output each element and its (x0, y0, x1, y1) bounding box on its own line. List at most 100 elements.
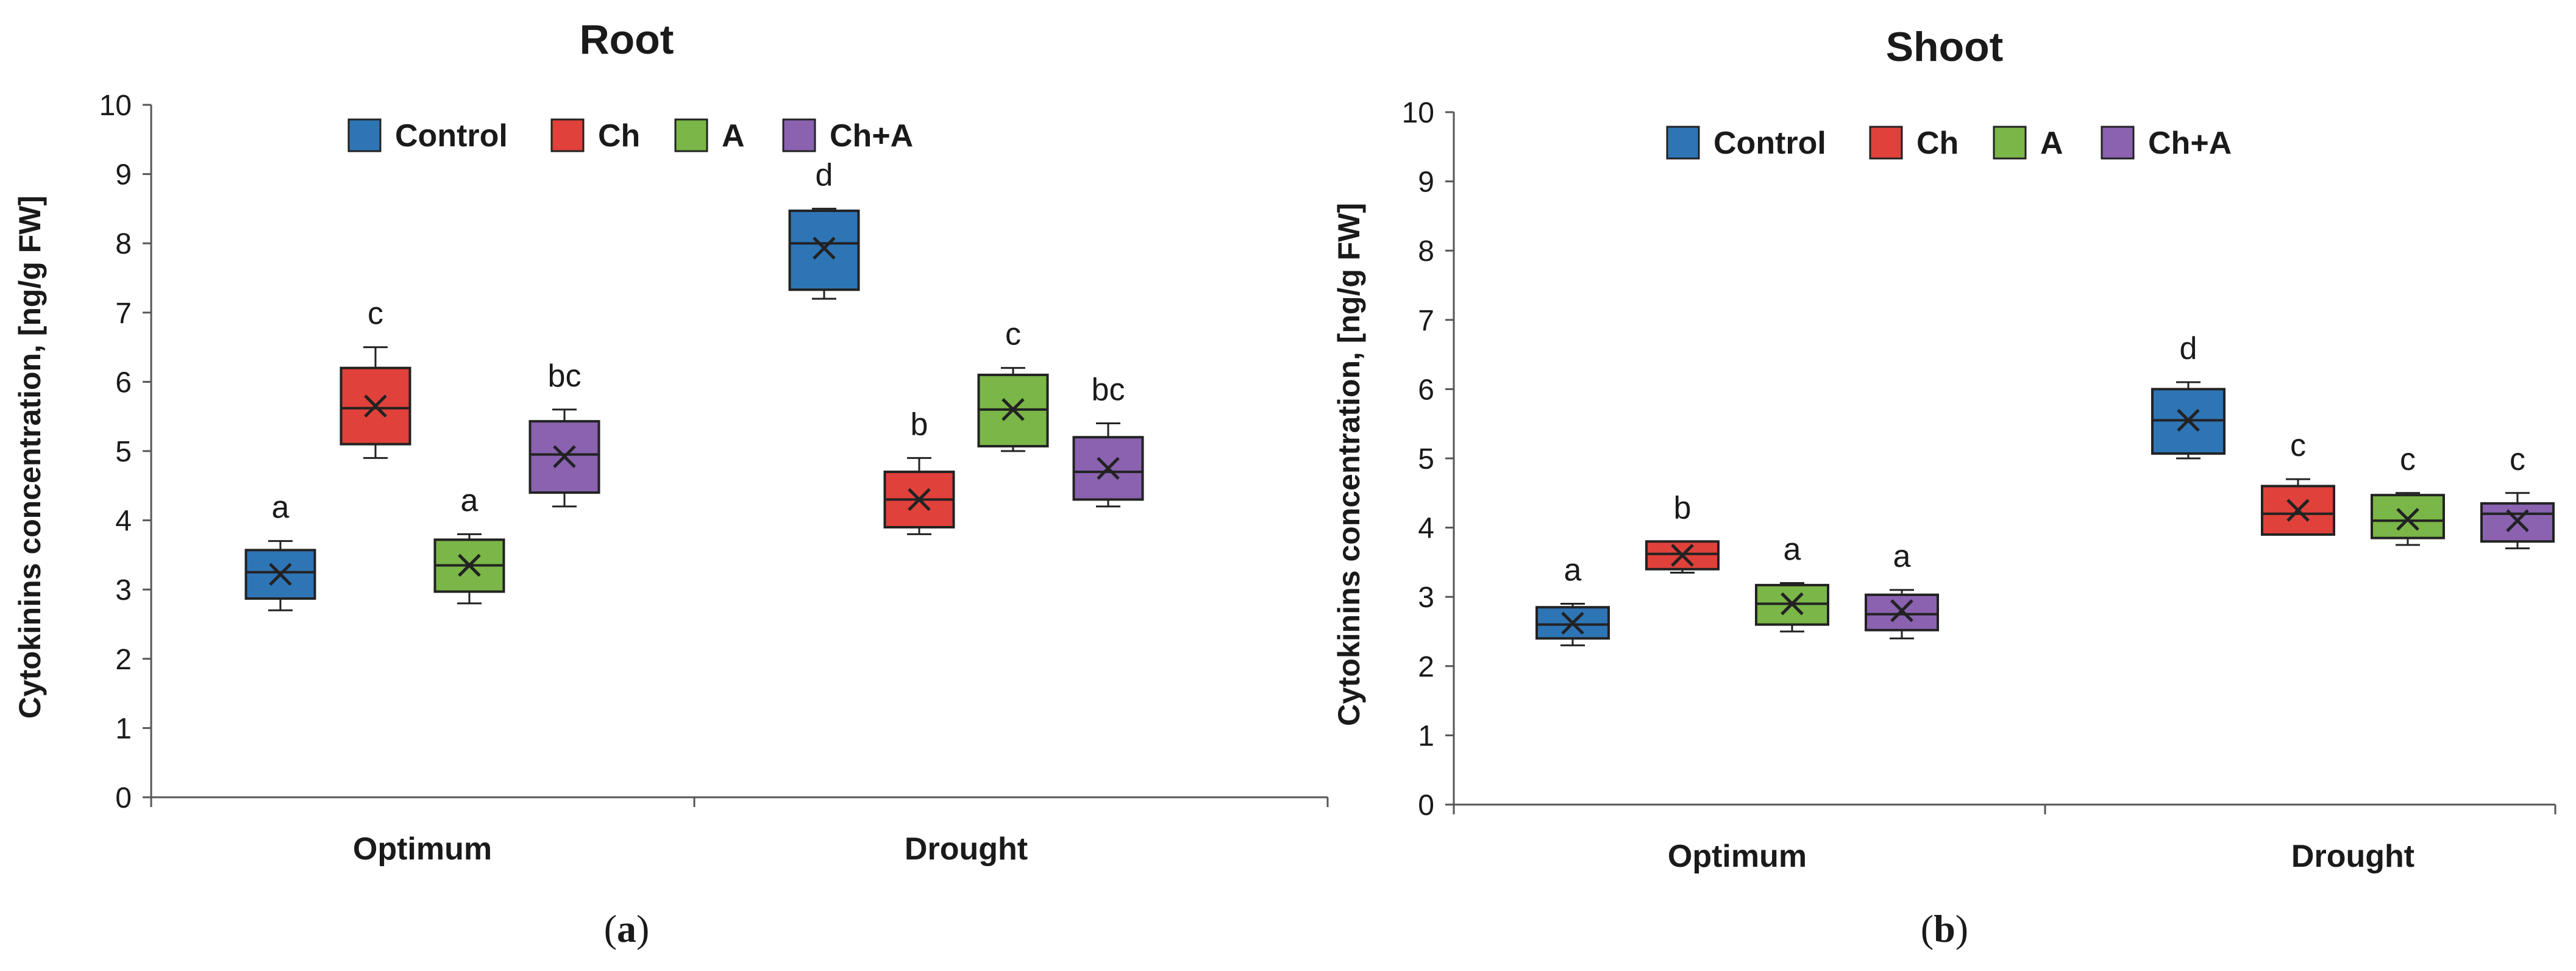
panel-b-y-tick-label-2: 2 (1418, 651, 1434, 683)
panel-b-drought-ch-box-group: c (2261, 428, 2335, 536)
panel-a-y-tick-label-1: 1 (115, 713, 132, 745)
panel-a-optimum-control-box-group: a (244, 490, 316, 611)
panel-a-optimum-ch-plus-a-mean-marker (553, 445, 576, 468)
panel-a-caption: (a) (604, 907, 650, 950)
panel-b-drought-control-mean-marker (2177, 408, 2200, 432)
panel-b-y-tick-label-1: 1 (1418, 720, 1434, 752)
panel-b-optimum-control-mean-marker (1561, 611, 1584, 635)
panel-b-caption-label: b (1934, 907, 1955, 950)
panel-b-drought-a-box (2371, 494, 2445, 539)
panel-b-legend-label-ch-plus-a: Ch+A (2148, 126, 2232, 161)
panel-a-legend-swatch-control (347, 118, 382, 152)
panel-b-y-tick-label-7: 7 (1418, 305, 1434, 337)
panel-b-y-tick-label-0: 0 (1418, 789, 1434, 822)
panel-b-y-tick-label-8: 8 (1418, 235, 1434, 268)
panel-a-y-tick-label-4: 4 (115, 505, 132, 538)
panel-b-optimum-ch-plus-a-box-group: a (1865, 539, 1939, 639)
panel-a-optimum-a-significance-letter: a (461, 483, 479, 518)
panel-a-caption-label: a (617, 907, 636, 950)
panel-a-drought-a-box-group: c (977, 317, 1049, 452)
panel-b-y-tick-label-10: 10 (1402, 97, 1434, 129)
panel-b-drought-control-box-group: d (2151, 331, 2226, 460)
panel-a-category-label-drought: Drought (905, 831, 1028, 867)
panel-b-title: Shoot (1886, 24, 2004, 70)
panel-a-y-tick-label-8: 8 (115, 228, 132, 260)
panel-a-y-tick-label-7: 7 (115, 297, 132, 330)
panel-a-drought-ch-plus-a-mean-marker (1097, 457, 1120, 480)
panel-a-drought-control-box-group: d (788, 157, 860, 300)
panel-a-optimum-ch-box-group: c (340, 296, 411, 459)
panel-a-optimum-a-mean-marker (458, 553, 481, 577)
panel-b-marks: 0 1 2 3 4 5 6 7 8 9 10 Optimum Drought Control Ch A Ch+A… (1402, 97, 2556, 874)
panel-b: Shoot Cytokinins concentration, [ng/g FW… (1332, 24, 2556, 950)
panel-a-optimum-a-box-group: a (433, 483, 505, 605)
panel-a-legend-label-a: A (722, 118, 745, 154)
panel-a-legend-swatch-ch (550, 118, 585, 152)
panel-a-y-axis-title: Cytokinins concentration, [ng/g FW] (13, 196, 47, 719)
panel-b-legend-swatch-ch (1869, 126, 1903, 160)
panel-b-drought-ch-significance-letter: c (2290, 428, 2306, 463)
panel-b-legend-swatch-a (1993, 126, 2027, 160)
panel-a-marks: 0 1 2 3 4 5 6 7 8 9 10 Optimum Drought Control Ch A Ch+A… (99, 90, 1329, 867)
panel-b-optimum-ch-plus-a-significance-letter: a (1893, 539, 1911, 574)
panel-a-legend-label-control: Control (395, 118, 508, 154)
panel-b-legend-label-ch: Ch (1916, 126, 1959, 161)
panel-a-optimum-control-significance-letter: a (272, 490, 290, 525)
panel-b-drought-a-significance-letter: c (2400, 442, 2416, 477)
panel-a-optimum-ch-plus-a-significance-letter: bc (548, 358, 582, 394)
panel-a-drought-ch-plus-a-box-group: bc (1072, 372, 1144, 508)
panel-b-drought-a-mean-marker (2396, 508, 2419, 531)
panel-b-y-tick-label-4: 4 (1418, 513, 1434, 545)
panel-b-optimum-a-mean-marker (1781, 592, 1804, 616)
panel-a-optimum-ch-significance-letter: c (368, 296, 383, 332)
panel-b-legend-label-control: Control (1713, 126, 1826, 161)
panel-a-y-tick-label-9: 9 (115, 159, 132, 191)
panel-a-drought-ch-mean-marker (908, 488, 931, 511)
panel-a-drought-control-mean-marker (813, 237, 836, 260)
panel-a-title: Root (580, 16, 674, 63)
panel-a-optimum-ch-plus-a-box (528, 420, 600, 494)
panel-a-optimum-ch-plus-a-box-group: bc (528, 358, 600, 508)
panel-b-optimum-a-box-group: a (1755, 532, 1829, 633)
panel-a-drought-ch-plus-a-significance-letter: bc (1092, 372, 1125, 408)
panel-b-optimum-ch-box-group: b (1645, 490, 1720, 574)
panel-b-drought-ch-plus-a-significance-letter: c (2510, 442, 2525, 477)
panel-b-optimum-ch-plus-a-mean-marker (1890, 599, 1913, 622)
panel-a-y-tick-label-6: 6 (115, 366, 132, 399)
panel-a-legend-label-ch: Ch (598, 118, 640, 154)
panel-b-category-label-drought: Drought (2291, 839, 2414, 874)
panel-b-optimum-ch-mean-marker (1671, 544, 1694, 567)
panel-b-optimum-ch-significance-letter: b (1674, 490, 1692, 525)
panel-a-legend-swatch-ch-plus-a (782, 118, 816, 152)
panel-b-y-tick-label-9: 9 (1418, 166, 1434, 199)
panel-b-drought-control-significance-letter: d (2180, 331, 2197, 366)
panel-a-drought-ch-box-group: b (883, 407, 955, 535)
panel-b-legend-label-a: A (2040, 126, 2063, 161)
panel-a: Root Cytokinins concentration, [ng/g FW]… (13, 16, 1329, 950)
panel-b-y-axis-title: Cytokinins concentration, [ng/g FW] (1332, 203, 1366, 726)
panel-b-legend-swatch-ch-plus-a (2101, 126, 2135, 160)
panel-b-category-label-optimum: Optimum (1668, 839, 1807, 874)
panel-a-drought-a-significance-letter: c (1005, 317, 1021, 352)
panel-b-y-tick-label-6: 6 (1418, 374, 1434, 406)
panel-a-y-tick-label-3: 3 (115, 574, 132, 606)
panel-b-optimum-control-significance-letter: a (1564, 553, 1582, 588)
panel-b-optimum-a-significance-letter: a (1784, 532, 1801, 567)
panel-b-y-tick-label-5: 5 (1418, 443, 1434, 475)
panel-a-optimum-control-mean-marker (269, 563, 292, 586)
panel-a-y-tick-label-2: 2 (115, 644, 132, 676)
panel-a-legend-label-ch-plus-a: Ch+A (830, 118, 913, 154)
panel-a-y-tick-label-5: 5 (115, 436, 132, 468)
panel-b-drought-ch-plus-a-mean-marker (2506, 509, 2529, 533)
panel-b-optimum-control-box-group: a (1535, 553, 1610, 647)
panel-a-drought-a-mean-marker (1002, 398, 1025, 421)
panel-b-drought-a-box-group: c (2371, 442, 2445, 546)
panel-b-drought-ch-plus-a-box-group: c (2480, 442, 2555, 550)
panel-a-y-tick-label-10: 10 (99, 90, 132, 122)
panel-a-drought-ch-significance-letter: b (911, 407, 928, 442)
panel-a-category-label-optimum: Optimum (353, 831, 492, 867)
panel-b-caption: (b) (1921, 907, 1968, 950)
panel-a-legend-swatch-a (674, 118, 708, 152)
panel-b-drought-ch-mean-marker (2286, 499, 2310, 522)
